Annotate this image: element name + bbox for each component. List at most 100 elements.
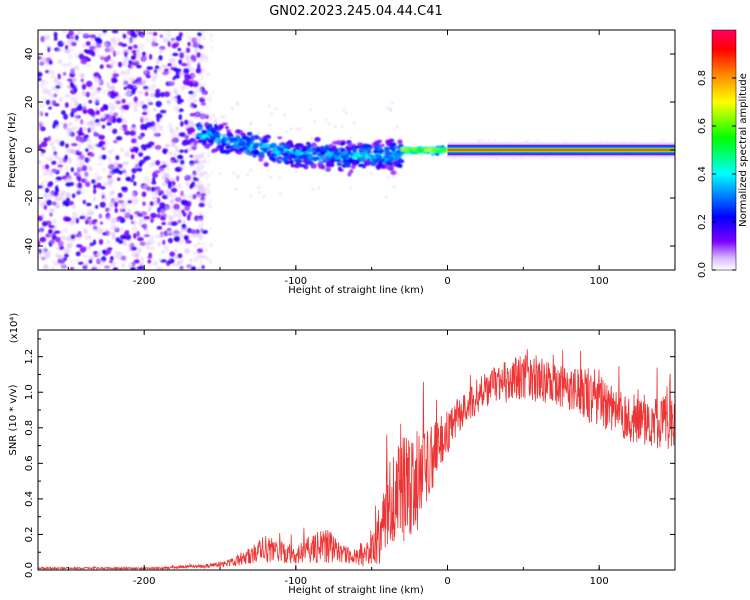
spectrogram-cell: [87, 57, 91, 62]
spectrogram-cell: [58, 166, 63, 173]
spectrogram-cell: [131, 76, 136, 83]
spectrogram-cell: [180, 258, 184, 264]
spectrogram-cell: [326, 167, 330, 171]
spectrogram-cell: [308, 154, 313, 160]
spectrogram-cell: [89, 37, 94, 42]
spectrogram-cell: [151, 41, 157, 47]
spectrogram-cell: [151, 37, 157, 43]
spectrogram-cell: [137, 53, 143, 60]
spectrogram-cell: [49, 239, 56, 245]
spectrogram-cell: [540, 158, 543, 161]
spectrogram-cell: [103, 56, 110, 63]
snr-scale-label: (x10⁴): [9, 313, 20, 344]
spectrogram-cell: [168, 215, 174, 222]
spectrogram-cell: [167, 151, 174, 156]
spectrogram-cell: [210, 90, 214, 94]
spectrogram-cell: [380, 143, 385, 148]
spectrogram-cell: [70, 111, 75, 118]
spectrogram-cell: [132, 225, 138, 231]
spectrogram-cell: [179, 163, 186, 170]
spectrogram-cell: [289, 144, 296, 148]
spectrogram-cell: [51, 258, 55, 264]
spectrogram-cell: [39, 61, 45, 66]
spectrogram-cell: [165, 249, 170, 253]
spectrogram-cell: [99, 64, 104, 70]
spectrogram-cell: [191, 266, 196, 270]
spectrogram-cell: [202, 35, 206, 39]
spectrogram-cell: [561, 139, 565, 142]
spectrogram-cell: [172, 105, 178, 111]
spectrogram-cell: [225, 144, 231, 150]
spectrogram-cell: [53, 31, 58, 38]
spectrogram-cell: [87, 127, 91, 133]
spectrogram-cell: [167, 62, 172, 67]
spectrogram-cell: [102, 30, 108, 33]
spectrogram-cell: [252, 153, 257, 158]
snr-y-tick-label: 0.4: [24, 491, 35, 507]
spectrogram-cell: [191, 74, 197, 79]
spectrogram-cell: [51, 160, 57, 165]
spectrogram-cell: [113, 98, 120, 105]
spectrogram-cell: [387, 176, 391, 180]
spectrogram-cell: [38, 240, 41, 247]
spectrogram-cell: [108, 125, 114, 132]
spectrogram-cell: [520, 157, 524, 161]
spectrogram-cell: [143, 126, 148, 131]
spectrogram-cell: [156, 257, 163, 262]
spectrogram-cell: [85, 80, 93, 88]
spectrogram-cell: [111, 234, 116, 240]
spectrogram-cell: [80, 78, 85, 83]
spectrogram-cell: [166, 33, 172, 38]
spectrogram-cell: [127, 45, 133, 51]
spectrogram-cell: [261, 143, 267, 147]
spectrogram-cell: [375, 154, 380, 159]
spectrogram-cell: [137, 237, 144, 242]
spectrogram-cell: [149, 201, 154, 207]
spectrogram-cell: [54, 185, 59, 192]
spectrogram-cell: [57, 59, 63, 64]
spectrogram-cell: [208, 206, 212, 209]
spectrogram-cell: [182, 85, 188, 90]
spectrogram-cell: [94, 90, 100, 95]
spectrogram-cell: [99, 221, 104, 225]
spectrogram-cell: [145, 37, 151, 43]
spectrogram-cell: [76, 188, 83, 193]
spectrogram-cell: [136, 266, 144, 270]
spectrogram-cell: [122, 126, 128, 132]
spectrogram-cell: [66, 78, 73, 82]
spectrogram-cell: [41, 57, 48, 63]
spectrogram-cell: [198, 251, 202, 255]
spectrogram-cell: [362, 148, 368, 152]
colorbar-tick-label: 0.2: [697, 214, 708, 230]
spectrogram-cell: [95, 43, 102, 48]
colorbar-tick-label: 0.8: [697, 70, 708, 86]
spectrogram-cell: [232, 171, 236, 175]
spectrogram-cell: [207, 160, 211, 164]
spectrogram-cell: [166, 255, 172, 261]
spectrogram-cell: [154, 121, 161, 127]
spectrogram-cell: [188, 119, 194, 124]
spectrogram-cell: [144, 91, 149, 97]
snr-frame: [37, 329, 676, 571]
figure-title: GN02.2023.245.04.44.C41: [269, 4, 443, 19]
spectrogram-cell: [204, 176, 208, 180]
spectrogram-cell: [41, 164, 45, 171]
spectrogram-cell: [123, 60, 130, 64]
spectrogram-cell: [109, 255, 114, 261]
spectrogram-cell: [86, 145, 94, 150]
spectrogram-cell: [47, 135, 51, 142]
spectrogram-cell: [111, 77, 117, 84]
spectrogram-cell: [159, 233, 163, 238]
spectrogram-cell: [53, 77, 59, 84]
spectrogram-y-tick-label: 20: [24, 96, 35, 109]
spectrogram-cell: [210, 121, 214, 125]
spectrogram-cell: [118, 105, 122, 112]
spectrogram-cell: [173, 212, 177, 218]
spectrogram-cell: [290, 164, 295, 168]
spectrogram-cell: [178, 108, 184, 113]
spectrogram-cell: [94, 37, 101, 42]
spectrogram-cell: [396, 150, 401, 155]
spectrogram-cell: [79, 215, 86, 220]
spectrogram-cell: [69, 241, 73, 247]
spectrogram-cell: [203, 214, 207, 218]
